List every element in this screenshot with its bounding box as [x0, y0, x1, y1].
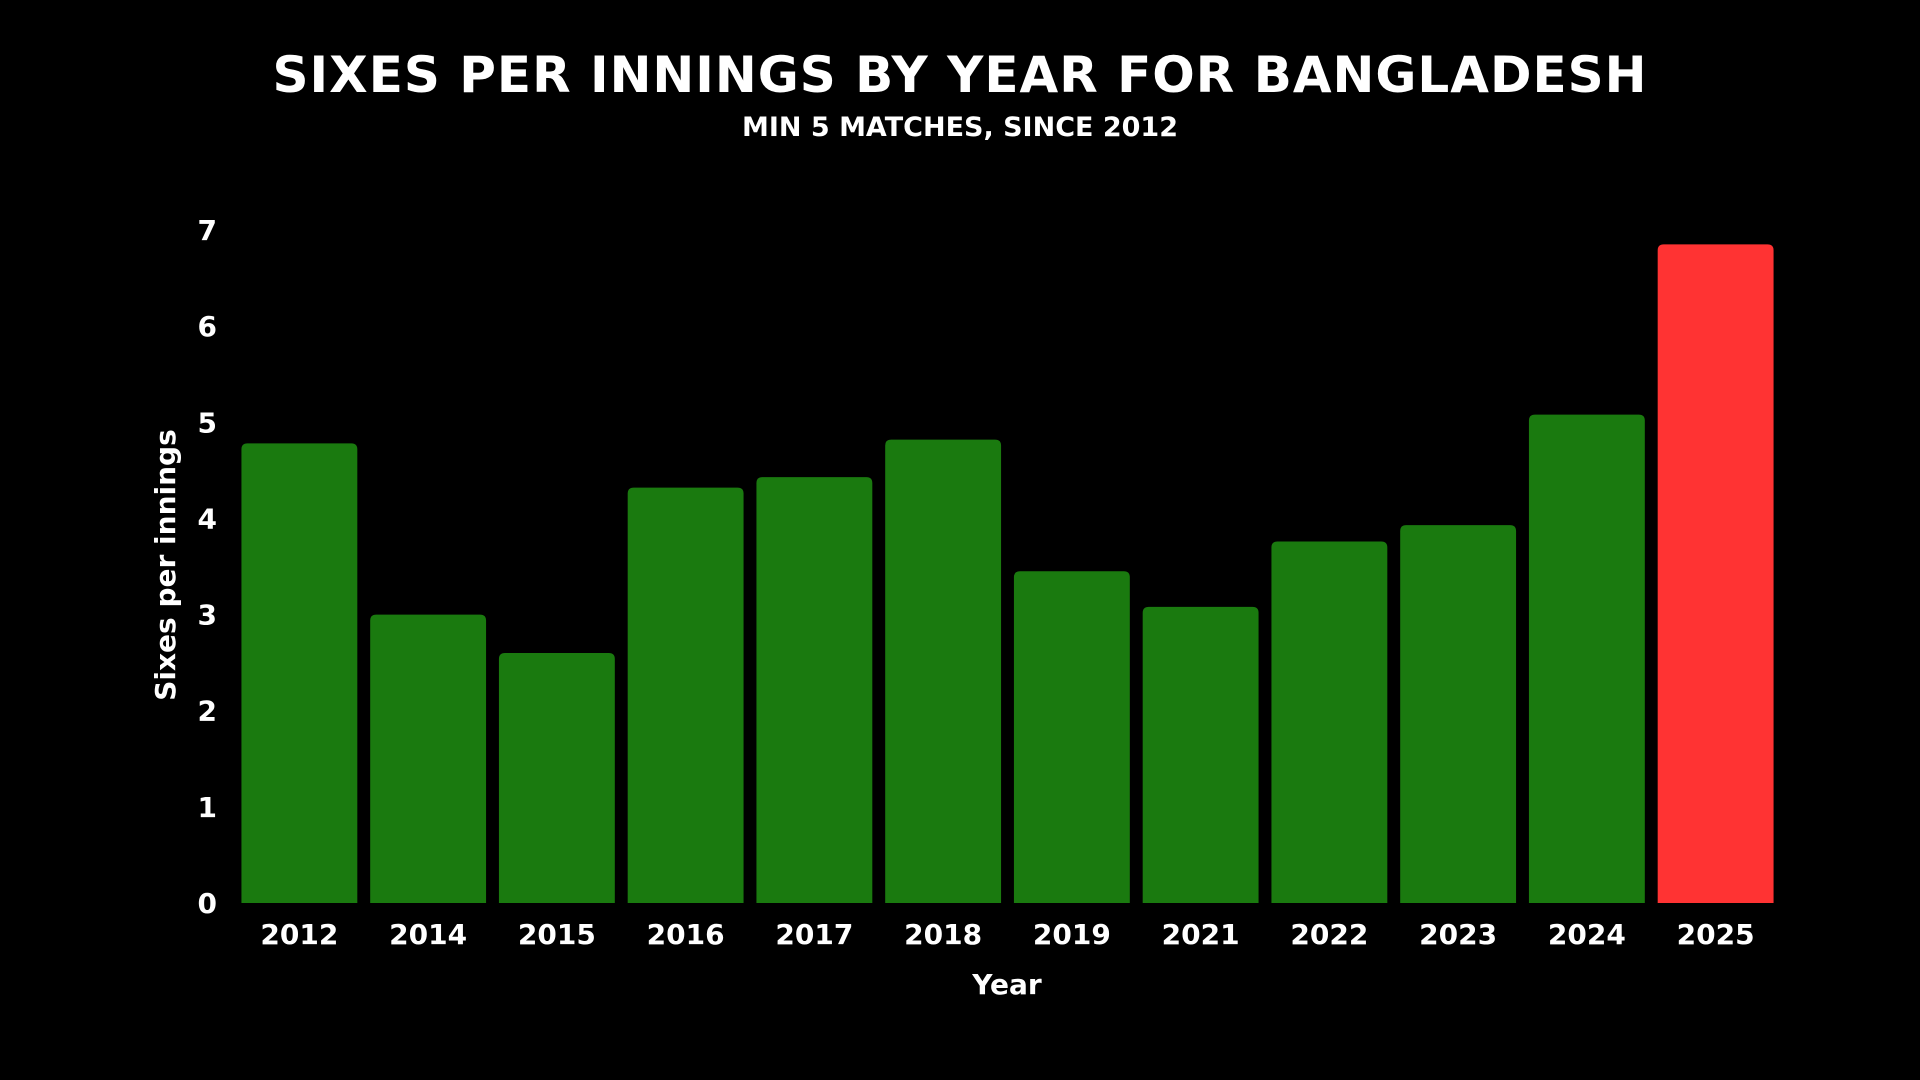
y-tick-label: 1	[198, 791, 217, 824]
bar-2022	[1271, 541, 1388, 903]
bar-2014	[370, 614, 487, 903]
y-tick-label: 4	[198, 502, 217, 535]
x-tick-label: 2025	[1677, 918, 1755, 951]
bar-2018	[885, 439, 1002, 903]
x-tick-label: 2019	[1033, 918, 1111, 951]
y-axis-ticks: 0 1 2 3 4 5 6 7	[198, 214, 217, 920]
chart-subtitle: Min 5 matches, since 2012	[741, 112, 1179, 143]
y-axis-label: Sixes per innings	[149, 429, 182, 701]
x-tick-label: 2016	[647, 918, 725, 951]
y-tick-label: 5	[198, 406, 217, 439]
chart-title: Sixes per innings by year for Bangladesh	[272, 46, 1648, 104]
bar-2017	[756, 477, 873, 903]
bar-2016	[627, 487, 744, 903]
x-tick-label: 2023	[1419, 918, 1497, 951]
x-tick-label: 2014	[389, 918, 467, 951]
y-tick-label: 3	[198, 599, 217, 632]
x-tick-label: 2012	[260, 918, 338, 951]
x-tick-label: 2022	[1290, 918, 1368, 951]
bar-2012	[241, 443, 358, 903]
y-tick-label: 6	[198, 310, 217, 343]
bar-2015	[498, 653, 615, 903]
x-tick-label: 2021	[1162, 918, 1240, 951]
x-tick-label: 2015	[518, 918, 596, 951]
x-axis-label: Year	[971, 968, 1042, 1001]
y-tick-label: 7	[198, 214, 217, 247]
x-axis-ticks: 2012 2014 2015 2016 2017 2018 2019 2021 2022 2023…	[260, 918, 1754, 951]
bar-2025	[1657, 244, 1774, 903]
x-tick-label: 2017	[775, 918, 853, 951]
y-tick-label: 2	[198, 695, 217, 728]
x-tick-label: 2024	[1548, 918, 1626, 951]
bars	[241, 244, 1774, 903]
x-tick-label: 2018	[904, 918, 982, 951]
y-tick-label: 0	[198, 887, 217, 920]
bar-2021	[1142, 606, 1259, 903]
bar-2023	[1400, 525, 1517, 903]
bar-2024	[1528, 414, 1645, 903]
bar-2019	[1013, 571, 1130, 903]
